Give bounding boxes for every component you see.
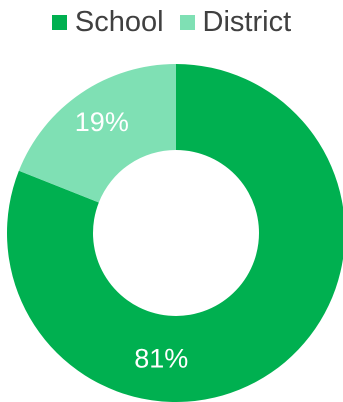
legend-item-district: District — [179, 5, 292, 39]
donut-slices — [7, 64, 343, 402]
data-label-district: 19% — [75, 107, 129, 137]
legend-swatch-district — [179, 14, 195, 30]
data-label-school: 81% — [134, 343, 188, 373]
donut-data-labels: 81% 19% — [75, 107, 188, 373]
chart-legend: School District — [0, 0, 343, 44]
legend-label-school: School — [74, 5, 164, 38]
legend-label-district: District — [202, 5, 292, 38]
legend-item-school: School — [51, 5, 164, 39]
donut-slice-district — [18, 64, 177, 203]
legend-swatch-school — [51, 14, 67, 30]
donut-slice-school — [7, 64, 343, 402]
